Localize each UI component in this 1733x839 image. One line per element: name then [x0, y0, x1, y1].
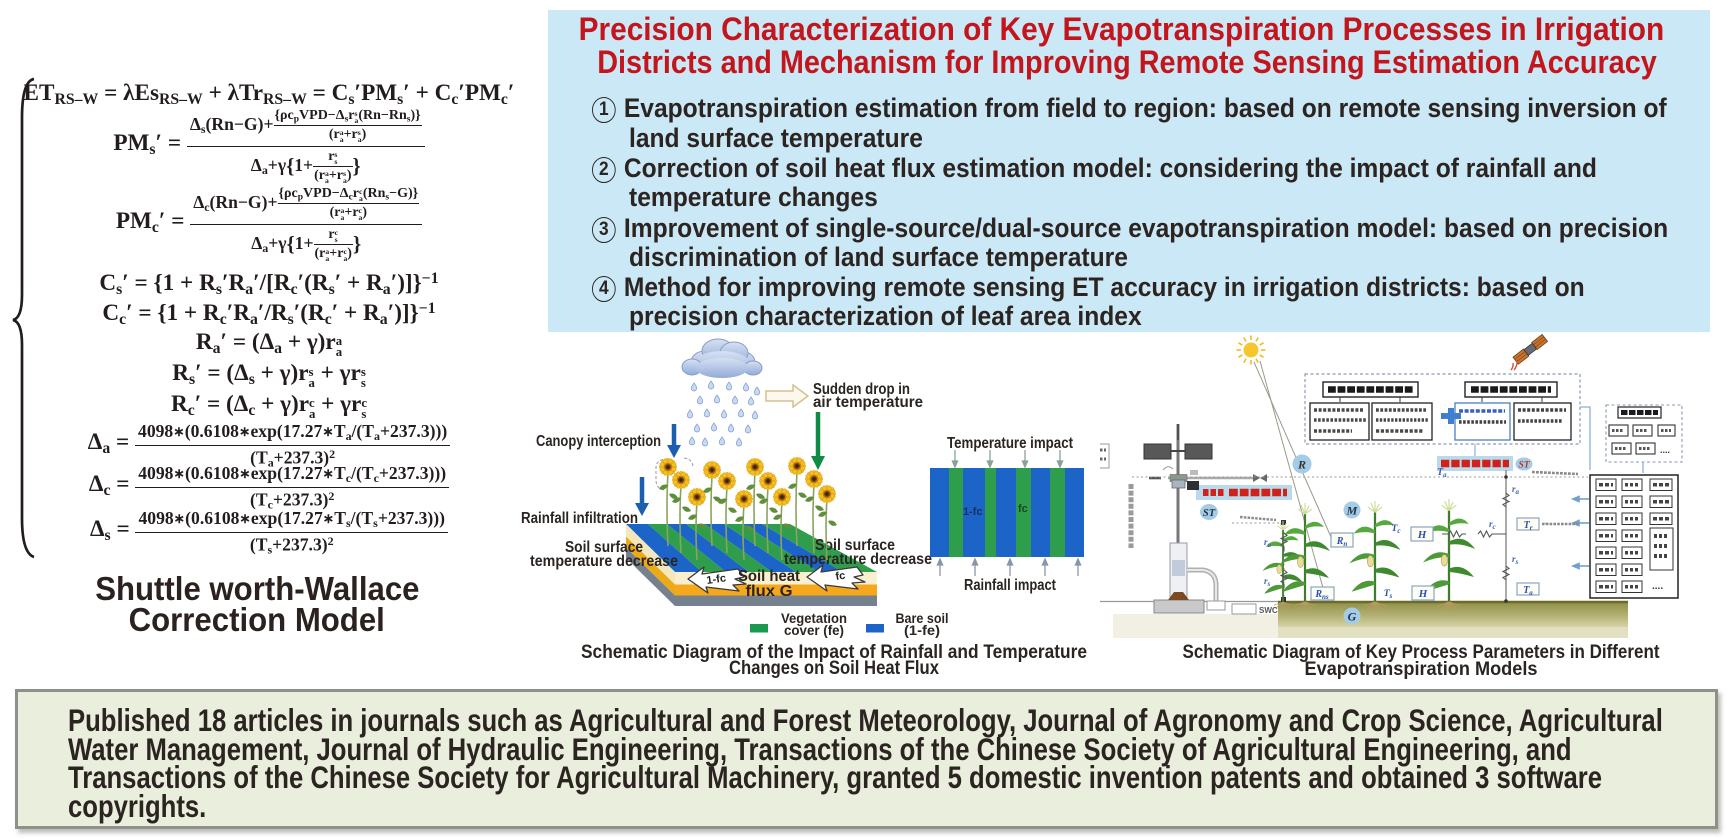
svg-text:Tc: Tc: [1392, 524, 1401, 535]
svg-text:SWC: SWC: [1259, 606, 1278, 615]
svg-text:Ta: Ta: [1437, 467, 1447, 479]
svg-text:fc: fc: [835, 570, 846, 583]
svg-text:Rainfall impact: Rainfall impact: [964, 577, 1057, 594]
svg-text:Schematic Diagram of the Impac: Schematic Diagram of the Impact of Rainf…: [581, 642, 1087, 663]
svg-text:Rn: Rn: [1336, 536, 1348, 548]
svg-text:....: ....: [1660, 445, 1670, 455]
svg-text:H: H: [1417, 529, 1427, 541]
svg-text:ST: ST: [1518, 461, 1530, 471]
svg-text:rs: rs: [1512, 554, 1519, 566]
svg-text:flux G: flux G: [746, 583, 793, 600]
svg-text:Canopy interception: Canopy interception: [536, 433, 661, 450]
svg-text:M: M: [1346, 504, 1358, 518]
svg-text:Bare soil: Bare soil: [896, 610, 949, 626]
svg-text:Ta: Ta: [1523, 585, 1533, 597]
svg-text:Ts: Ts: [1384, 589, 1393, 600]
svg-text:fc: fc: [1018, 503, 1028, 515]
svg-text:R: R: [1297, 458, 1306, 472]
svg-text:rc: rc: [1489, 519, 1496, 531]
svg-text:....: ....: [1652, 581, 1663, 592]
svg-text:Sudden drop in: Sudden drop in: [813, 381, 910, 398]
svg-text:cover (fe): cover (fe): [784, 622, 844, 638]
svg-text:Evapotranspiration Models: Evapotranspiration Models: [1305, 659, 1538, 680]
svg-text:Soil surface: Soil surface: [815, 537, 895, 554]
svg-text:Vegetation: Vegetation: [781, 610, 847, 626]
svg-text:Tr: Tr: [1524, 520, 1533, 532]
svg-text:Soil surface: Soil surface: [565, 539, 643, 556]
svg-text:temperature decrease: temperature decrease: [530, 553, 678, 570]
svg-text:1-fc: 1-fc: [963, 506, 983, 518]
svg-text:Soil heat: Soil heat: [738, 568, 801, 585]
svg-text:...: ...: [1543, 516, 1549, 526]
svg-text:H: H: [1418, 588, 1428, 600]
svg-text:air temperature: air temperature: [813, 394, 923, 411]
svg-text:1-fc: 1-fc: [706, 572, 727, 587]
svg-text:ra: ra: [1512, 484, 1520, 496]
svg-text:Changes on Soil Heat Flux: Changes on Soil Heat Flux: [729, 658, 939, 679]
svg-text:ra: ra: [1264, 537, 1272, 549]
svg-text:Temperature impact: Temperature impact: [947, 435, 1074, 452]
svg-text:temperature decrease: temperature decrease: [784, 551, 932, 568]
svg-text:ST: ST: [1203, 508, 1216, 519]
svg-text:Schematic Diagram of Key Proce: Schematic Diagram of Key Process Paramet…: [1183, 642, 1661, 663]
svg-text:G: G: [1348, 610, 1357, 624]
svg-text:rs: rs: [1264, 576, 1271, 588]
svg-text:Rainfall infiltration: Rainfall infiltration: [521, 510, 638, 527]
svg-text:(1-fe): (1-fe): [904, 622, 940, 638]
